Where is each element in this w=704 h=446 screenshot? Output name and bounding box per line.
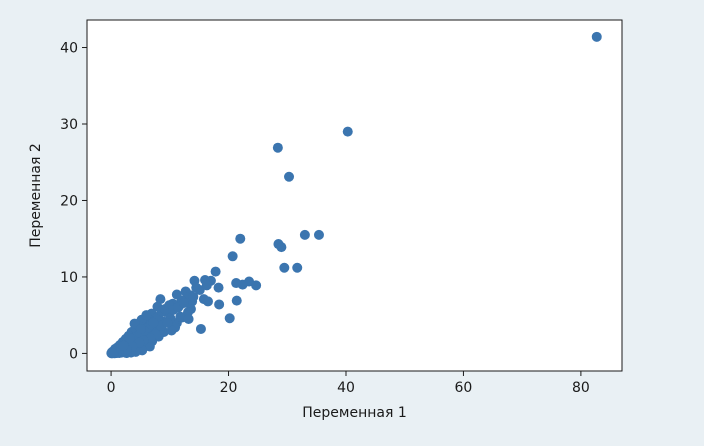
data-point (284, 171, 295, 182)
data-point (178, 297, 189, 308)
data-point (148, 317, 159, 328)
data-point (292, 262, 303, 273)
data-point (188, 291, 199, 302)
data-point (118, 340, 129, 351)
data-point (227, 251, 238, 262)
data-point (299, 229, 310, 240)
y-tick-label: 10 (60, 270, 78, 286)
data-point (136, 323, 147, 334)
y-tick-label: 20 (60, 193, 78, 209)
data-point (144, 341, 155, 352)
data-point (231, 295, 242, 306)
data-point (276, 242, 287, 253)
data-points (106, 31, 602, 359)
data-point (235, 233, 246, 244)
data-point (272, 142, 283, 153)
data-point (183, 314, 194, 324)
data-point (214, 299, 225, 310)
data-point (251, 280, 262, 291)
data-point (124, 333, 135, 344)
x-tick-label: 60 (455, 380, 473, 396)
data-point (210, 266, 221, 277)
x-axis-label: Переменная 1 (302, 405, 406, 421)
data-point (191, 282, 202, 293)
data-point (195, 323, 206, 334)
data-point (155, 294, 166, 305)
data-point (171, 289, 182, 300)
data-point (107, 348, 118, 359)
x-tick-label: 0 (107, 380, 116, 396)
data-point (591, 31, 602, 42)
y-tick-label: 0 (69, 346, 78, 362)
data-point (175, 311, 186, 322)
data-point (141, 310, 152, 321)
y-tick-label: 40 (60, 41, 78, 57)
data-point (279, 262, 290, 273)
data-point (162, 317, 173, 328)
data-point (213, 282, 224, 293)
data-point (313, 229, 324, 240)
y-tick-label: 30 (60, 117, 78, 133)
y-axis-label: Переменная 2 (28, 143, 44, 247)
x-axis-ticks: 0 20 40 60 80 (107, 371, 590, 396)
x-tick-label: 20 (220, 380, 238, 396)
data-point (231, 278, 242, 289)
y-axis-ticks: 0 10 20 30 40 (60, 41, 87, 362)
data-point (201, 280, 212, 291)
data-point (202, 296, 213, 307)
data-point (224, 313, 235, 324)
x-tick-label: 40 (337, 380, 355, 396)
data-point (342, 126, 353, 137)
x-tick-label: 80 (572, 380, 590, 396)
data-point (166, 325, 177, 336)
